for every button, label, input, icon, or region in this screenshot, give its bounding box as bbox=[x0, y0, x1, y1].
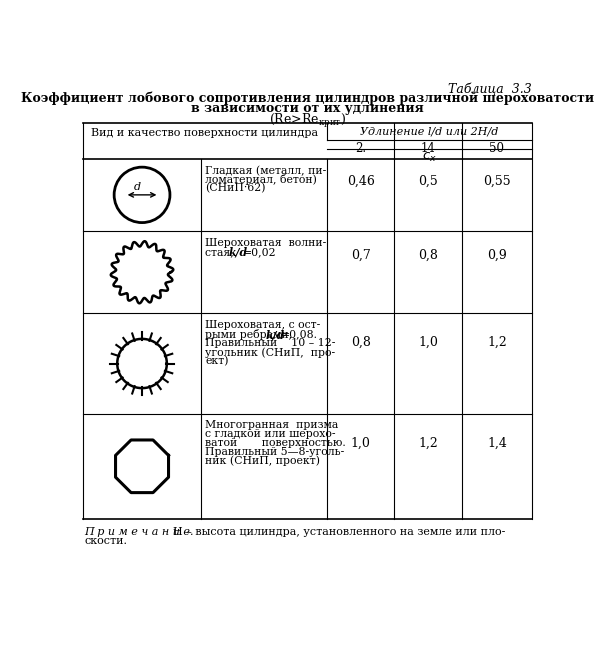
Text: (СНиП·62): (СНиП·62) bbox=[205, 183, 266, 194]
Text: ект): ект) bbox=[205, 356, 229, 366]
Text: Правильный 5—8-уголь-: Правильный 5—8-уголь- bbox=[205, 447, 344, 457]
Text: d: d bbox=[134, 182, 141, 192]
Text: стая,: стая, bbox=[205, 247, 238, 257]
Text: 0,5: 0,5 bbox=[418, 175, 438, 187]
Text: Удлинение l/d или 2H/d: Удлинение l/d или 2H/d bbox=[361, 126, 499, 136]
Text: k/d: k/d bbox=[266, 329, 285, 340]
Text: Вид и качество поверхности цилиндра: Вид и качество поверхности цилиндра bbox=[91, 128, 319, 138]
Text: Шероховатая, с ост-: Шероховатая, с ост- bbox=[205, 320, 320, 330]
Text: Коэффициент лобового сопротивления цилиндров различной шероховатости: Коэффициент лобового сопротивления цилин… bbox=[21, 92, 594, 105]
Text: Многогранная  призма: Многогранная призма bbox=[205, 421, 338, 430]
Text: рыми ребрами,: рыми ребрами, bbox=[205, 329, 296, 340]
Text: ватой       поверхностью.: ватой поверхностью. bbox=[205, 438, 346, 448]
Text: 0,8: 0,8 bbox=[418, 249, 438, 262]
Text: 0,7: 0,7 bbox=[351, 249, 370, 262]
Text: скости.: скости. bbox=[84, 536, 127, 546]
Text: 0,9: 0,9 bbox=[487, 249, 507, 262]
Text: 1,0: 1,0 bbox=[350, 437, 371, 450]
Text: Таблица  3.3: Таблица 3.3 bbox=[449, 83, 532, 96]
Text: $c_x$: $c_x$ bbox=[422, 151, 437, 164]
Text: 1,4: 1,4 bbox=[487, 437, 507, 450]
Text: 0,8: 0,8 bbox=[350, 335, 371, 348]
Text: (Re>Re$_{\mathregular{крит}}$): (Re>Re$_{\mathregular{крит}}$) bbox=[269, 112, 346, 130]
Text: ломатериал, бетон): ломатериал, бетон) bbox=[205, 174, 317, 185]
Text: 1,0: 1,0 bbox=[418, 335, 438, 348]
Text: =0,08.: =0,08. bbox=[280, 329, 317, 339]
Text: Гладкая (металл, пи-: Гладкая (металл, пи- bbox=[205, 166, 326, 176]
Text: с гладкой или шерохо-: с гладкой или шерохо- bbox=[205, 429, 336, 440]
Text: в зависимости от их удлинения: в зависимости от их удлинения bbox=[191, 102, 424, 115]
Text: П р и м е ч а н и е.: П р и м е ч а н и е. bbox=[84, 527, 194, 536]
Text: 14: 14 bbox=[421, 141, 436, 155]
Text: =0,02: =0,02 bbox=[243, 247, 277, 257]
Text: Шероховатая  волни-: Шероховатая волни- bbox=[205, 238, 326, 248]
Text: 0,55: 0,55 bbox=[483, 175, 511, 187]
Text: 50: 50 bbox=[490, 141, 505, 155]
Text: 1,2: 1,2 bbox=[418, 437, 438, 450]
Text: 0,46: 0,46 bbox=[347, 175, 374, 187]
Text: 2.: 2. bbox=[355, 141, 366, 155]
Text: H – высота цилиндра, установленного на земле или пло-: H – высота цилиндра, установленного на з… bbox=[166, 527, 505, 536]
Text: угольник (СНиП,  про-: угольник (СНиП, про- bbox=[205, 347, 335, 358]
Text: 1,2: 1,2 bbox=[487, 335, 507, 348]
Text: k/d: k/d bbox=[229, 247, 248, 258]
Text: Правильный    10 – 12-: Правильный 10 – 12- bbox=[205, 338, 335, 348]
Text: ник (СНиП, проект): ник (СНиП, проект) bbox=[205, 456, 320, 466]
